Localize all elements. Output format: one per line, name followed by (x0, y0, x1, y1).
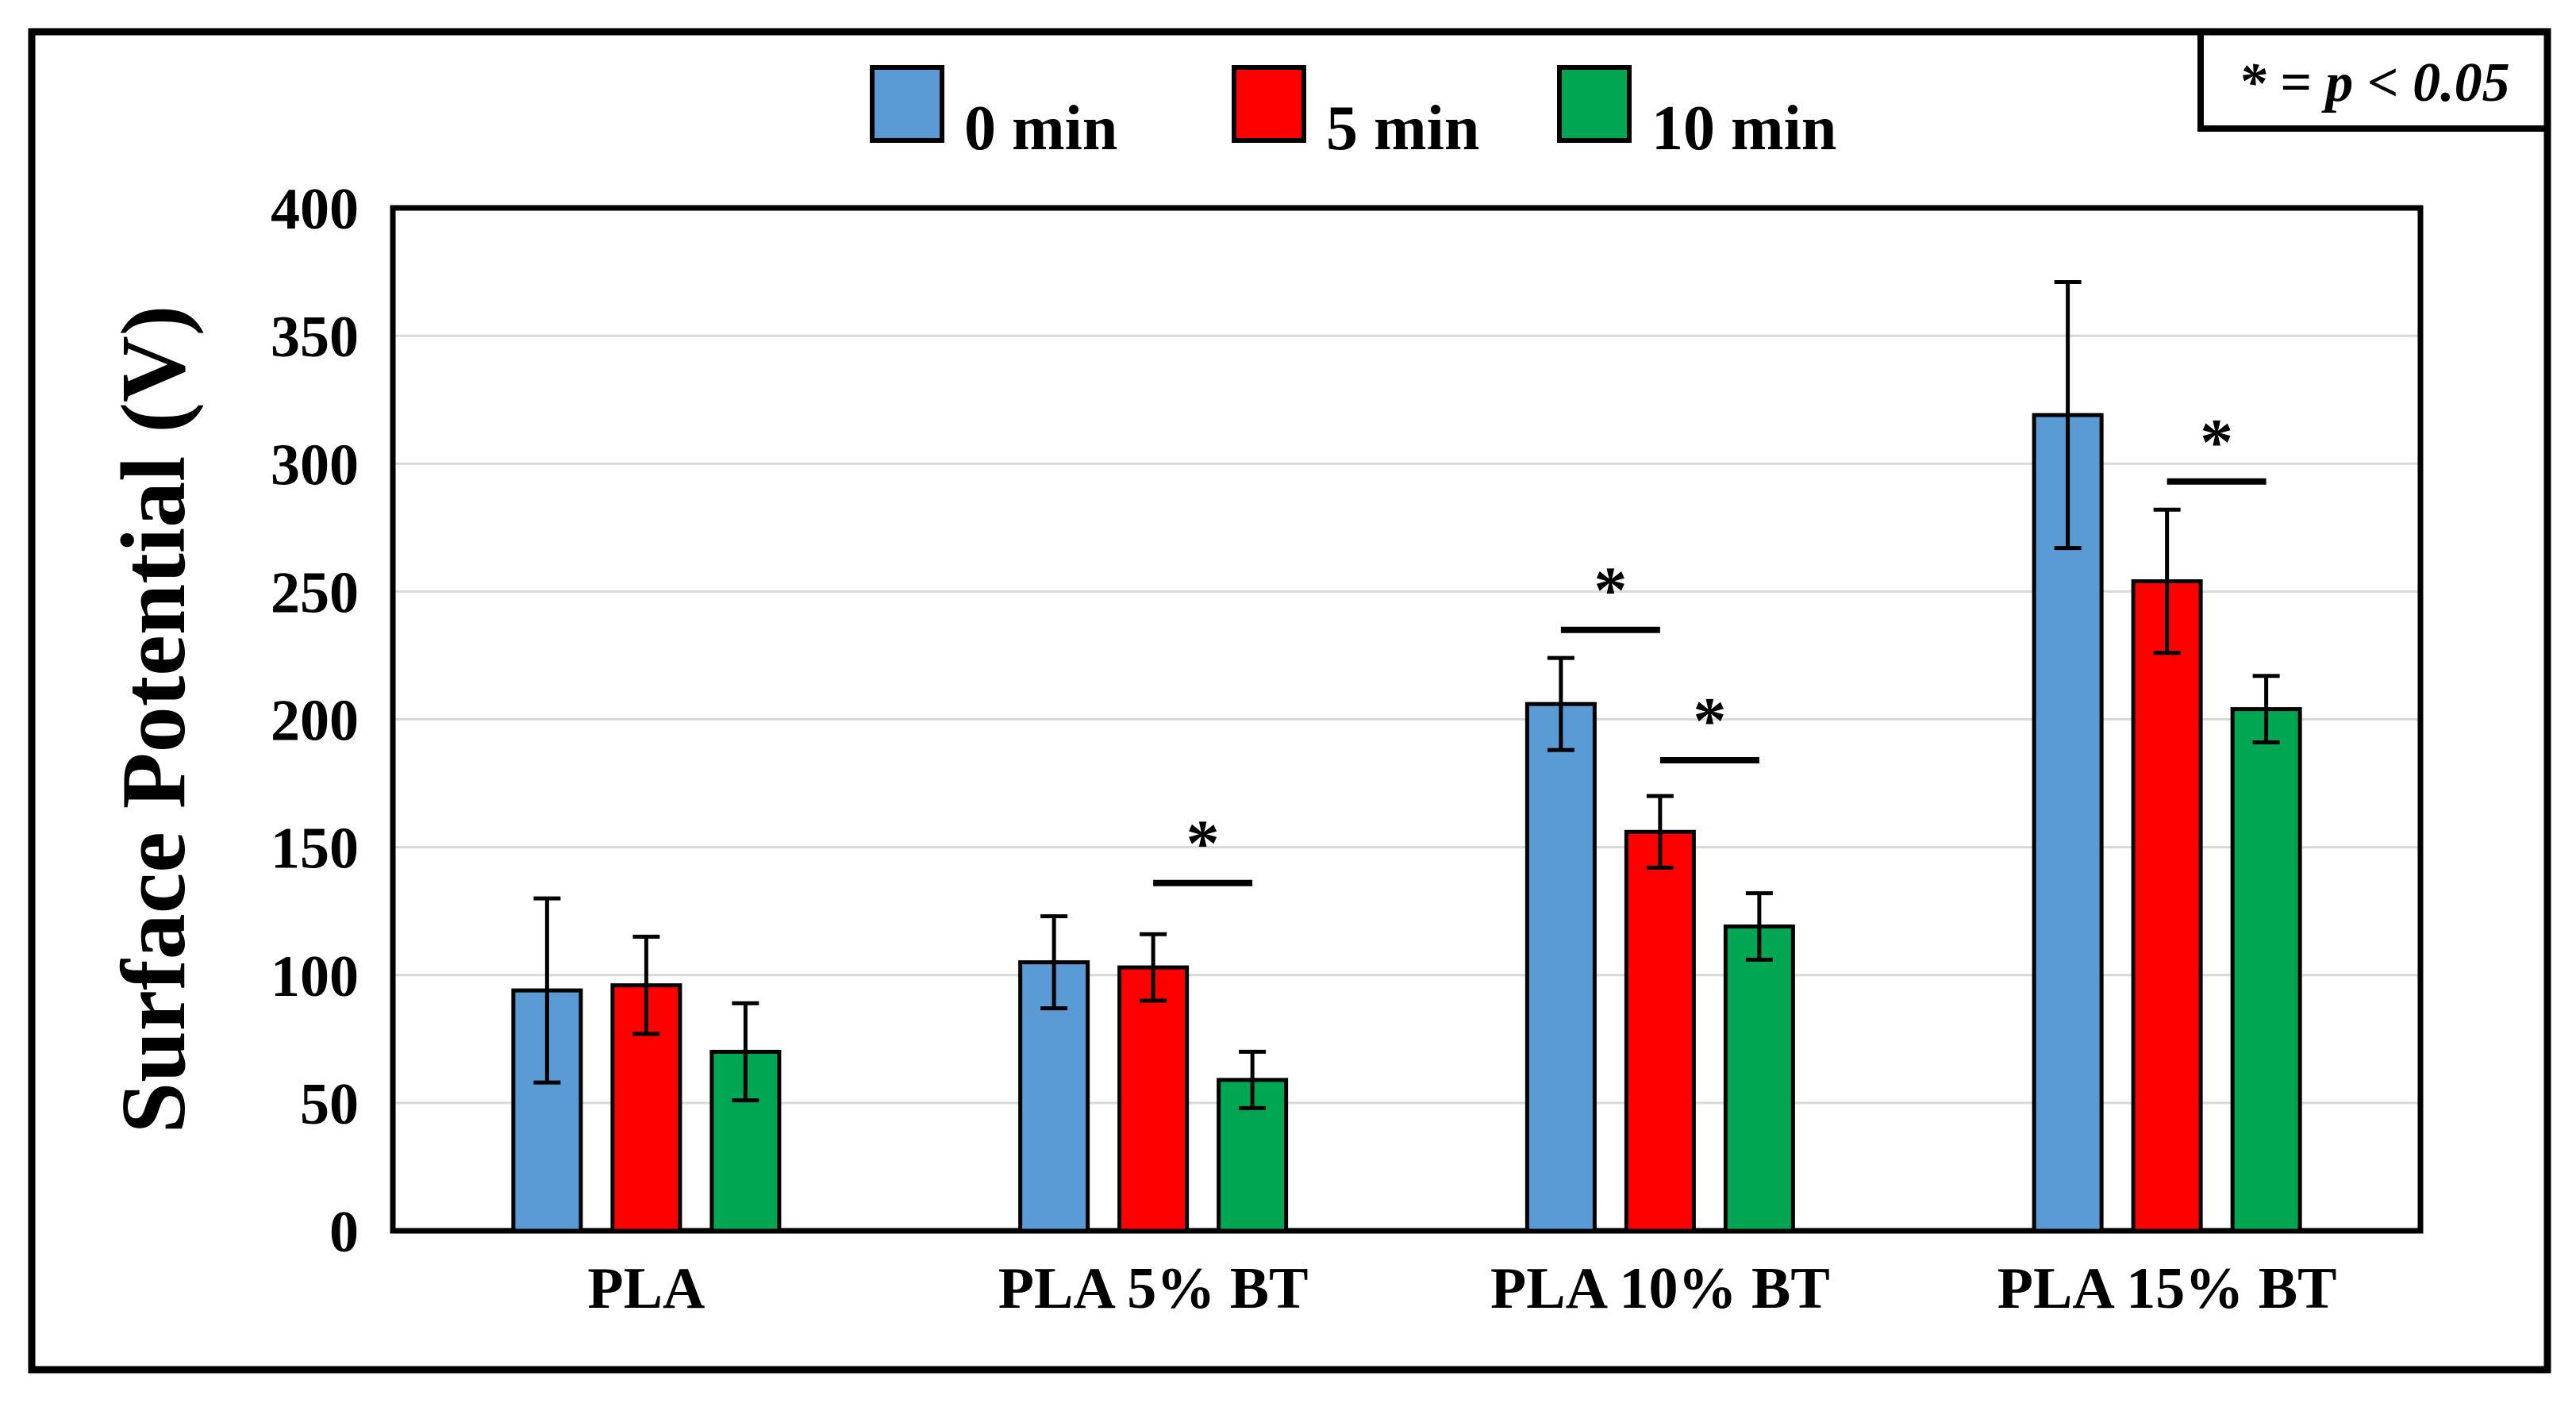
legend: 0 min 5 min 10 min (870, 65, 1836, 163)
x-category-label: PLA (587, 1256, 705, 1321)
significance-asterisk: * (1693, 684, 1726, 758)
legend-label: 10 min (1651, 94, 1836, 163)
bar-0-min-PLA-15%-BT (2032, 413, 2104, 1233)
legend-label: 0 min (964, 94, 1117, 163)
legend-swatch-10-min (1557, 65, 1632, 143)
legend-label: 5 min (1326, 94, 1479, 163)
bar-0-min-PLA-5%-BT (1018, 960, 1090, 1233)
bar-10-min-PLA-10%-BT (1723, 924, 1795, 1233)
y-tick-label: 100 (271, 944, 359, 1009)
bar-5-min-PLA-15%-BT (2131, 578, 2203, 1233)
y-tick-label: 0 (329, 1200, 359, 1265)
x-category-label: PLA 10% BT (1490, 1256, 1830, 1321)
bar-5-min-PLA-5%-BT (1117, 965, 1190, 1233)
y-tick-label: 50 (300, 1072, 359, 1137)
y-axis-title: Surface Potential (V) (103, 306, 205, 1134)
significance-asterisk: * (2200, 406, 2233, 479)
y-tick-label: 150 (271, 817, 359, 882)
annotation-text: * = p < 0.05 (2238, 52, 2509, 113)
y-tick-label: 400 (271, 177, 359, 242)
plot-area-border (390, 205, 2424, 1234)
y-tick-label: 350 (271, 305, 359, 370)
x-category-label: PLA 5% BT (998, 1256, 1309, 1321)
y-tick-label: 300 (271, 432, 359, 498)
y-tick-label: 250 (271, 560, 359, 625)
bar-10-min-PLA-15%-BT (2230, 707, 2302, 1233)
significance-asterisk: * (1186, 807, 1220, 881)
bar-0-min-PLA-10%-BT (1524, 702, 1597, 1233)
legend-item: 5 min (1232, 65, 1479, 163)
legend-item: 0 min (870, 65, 1117, 163)
bar-5-min-PLA-10%-BT (1624, 829, 1696, 1233)
significance-asterisk: * (1594, 554, 1627, 628)
legend-swatch-0-min (870, 65, 944, 143)
y-tick-label: 200 (271, 689, 359, 754)
legend-swatch-5-min (1232, 65, 1306, 143)
x-category-label: PLA 15% BT (1997, 1256, 2337, 1321)
legend-item: 10 min (1557, 65, 1836, 163)
outer-frame (28, 28, 2551, 1374)
